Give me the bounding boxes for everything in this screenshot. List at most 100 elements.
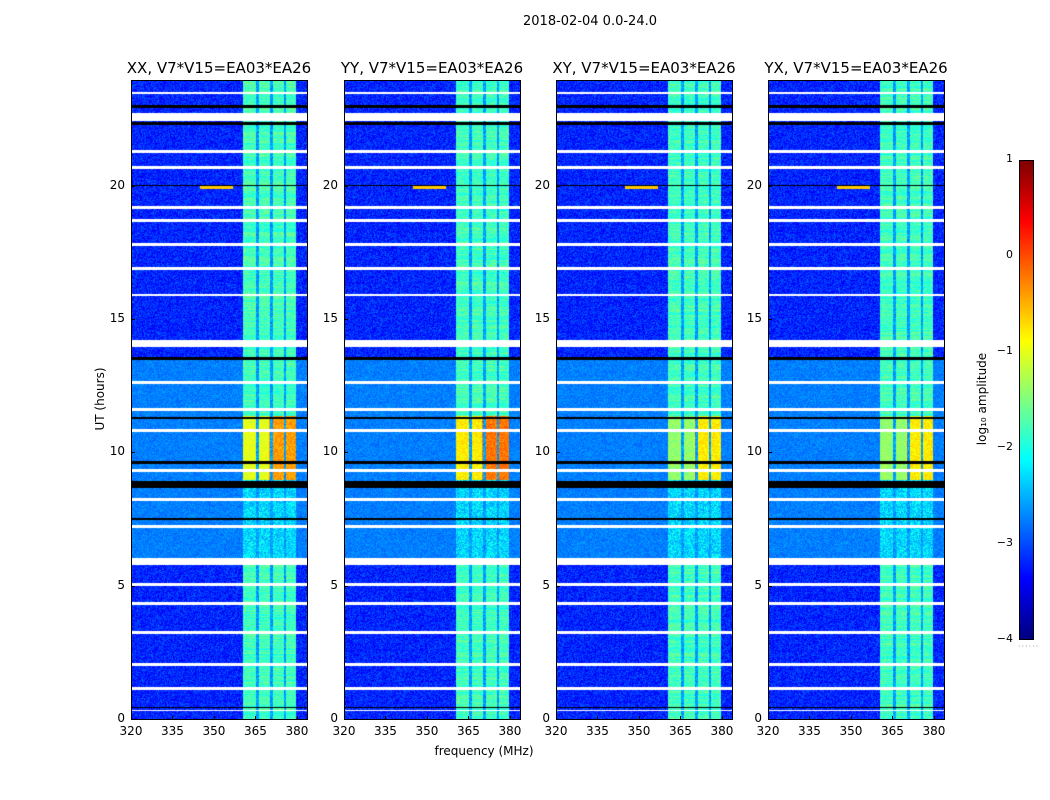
y-tick-mark: [556, 319, 560, 320]
y-tick-label: 5: [330, 577, 338, 592]
panel-title: YX, V7*V15=EA03*EA26: [764, 59, 948, 77]
y-tick-mark: [768, 185, 772, 187]
y-tick-mark: [556, 452, 560, 454]
y-tick-label: 0: [542, 711, 550, 725]
x-tick-mark: [213, 716, 215, 720]
colorbar-tick-label: −3: [996, 536, 1013, 549]
x-tick-label: 350: [415, 724, 439, 738]
y-tick-label: 15: [109, 311, 125, 325]
x-tick-mark: [768, 716, 769, 720]
x-tick-label: 365: [881, 724, 904, 738]
y-tick-label: 20: [109, 177, 125, 192]
y-tick-mark: [344, 185, 348, 187]
x-tick-mark: [638, 716, 640, 720]
x-tick-label: 320: [332, 724, 356, 738]
y-tick-label: 0: [754, 711, 762, 725]
x-tick-mark: [721, 716, 723, 720]
y-tick-mark: [344, 719, 348, 720]
y-tick-mark: [131, 719, 135, 720]
heatmap-image: [345, 81, 520, 719]
x-tick-label: 350: [202, 724, 226, 738]
x-tick-mark: [680, 716, 682, 720]
x-tick-label: 320: [544, 724, 568, 738]
x-tick-mark: [468, 716, 470, 720]
y-tick-label: 10: [746, 444, 762, 459]
x-tick-mark: [344, 716, 345, 720]
x-tick-mark: [933, 716, 935, 720]
x-tick-mark: [597, 716, 599, 720]
colorbar-label: log₁₀ amplitude: [975, 352, 989, 446]
y-tick-mark: [344, 319, 348, 320]
y-tick-mark: [344, 585, 348, 587]
heatmap-panel: [768, 80, 945, 720]
x-axis-label: frequency (MHz): [434, 744, 534, 758]
figure-title: 2018-02-04 0.0-24.0: [523, 14, 657, 29]
x-tick-mark: [385, 716, 387, 720]
x-tick-mark: [296, 716, 298, 720]
heatmap-panel: [131, 80, 308, 720]
x-tick-mark: [172, 716, 174, 720]
x-tick-label: 380: [285, 724, 309, 738]
y-tick-label: 15: [322, 311, 338, 325]
colorbar-tick-label: 1: [1006, 152, 1013, 165]
y-tick-mark: [131, 452, 135, 454]
y-tick-mark: [556, 585, 560, 587]
y-tick-label: 10: [109, 444, 125, 459]
x-tick-mark: [809, 716, 811, 720]
y-tick-label: 5: [117, 577, 125, 592]
x-tick-label: 380: [710, 724, 734, 738]
y-axis-label: UT (hours): [93, 367, 107, 431]
x-tick-mark: [892, 716, 894, 720]
y-tick-label: 10: [322, 444, 338, 459]
y-tick-label: 10: [534, 444, 550, 459]
x-tick-label: 335: [161, 724, 184, 738]
x-tick-label: 365: [669, 724, 692, 738]
x-tick-mark: [509, 716, 511, 720]
x-tick-label: 350: [839, 724, 863, 738]
x-tick-mark: [255, 716, 257, 720]
x-tick-label: 320: [756, 724, 780, 738]
y-tick-label: 5: [542, 577, 550, 592]
heatmap-image: [132, 81, 307, 719]
x-tick-label: 365: [457, 724, 480, 738]
y-tick-label: 20: [322, 177, 338, 192]
y-tick-mark: [768, 452, 772, 454]
x-tick-mark: [850, 716, 852, 720]
y-tick-mark: [768, 585, 772, 587]
colorbar-extension-marker: ······: [1018, 642, 1040, 651]
y-tick-label: 15: [746, 311, 762, 325]
y-tick-label: 0: [117, 711, 125, 725]
colorbar: [1019, 160, 1034, 640]
y-tick-label: 0: [330, 711, 338, 725]
x-tick-label: 335: [798, 724, 821, 738]
x-tick-mark: [556, 716, 557, 720]
x-tick-mark: [131, 716, 132, 720]
y-tick-label: 15: [534, 311, 550, 325]
y-tick-mark: [556, 719, 560, 720]
panel-title: XY, V7*V15=EA03*EA26: [552, 59, 736, 77]
x-tick-label: 380: [498, 724, 522, 738]
colorbar-tick-label: 0: [1006, 248, 1013, 261]
y-tick-mark: [131, 185, 135, 187]
x-tick-label: 320: [119, 724, 143, 738]
y-tick-label: 20: [746, 177, 762, 192]
heatmap-image: [769, 81, 944, 719]
y-tick-mark: [131, 585, 135, 587]
panel-title: YY, V7*V15=EA03*EA26: [340, 59, 524, 77]
y-tick-mark: [131, 319, 135, 320]
heatmap-panel: [556, 80, 733, 720]
colorbar-tick-label: −1: [996, 344, 1013, 357]
y-tick-mark: [768, 319, 772, 320]
heatmap-panel: [344, 80, 521, 720]
x-tick-label: 380: [922, 724, 946, 738]
y-tick-label: 5: [754, 577, 762, 592]
x-tick-label: 350: [627, 724, 651, 738]
x-tick-label: 335: [586, 724, 609, 738]
y-tick-label: 20: [534, 177, 550, 192]
colorbar-tick-label: −2: [996, 440, 1013, 453]
x-tick-mark: [426, 716, 428, 720]
heatmap-image: [557, 81, 732, 719]
y-tick-mark: [768, 719, 772, 720]
colorbar-tick-label: −4: [996, 632, 1013, 645]
